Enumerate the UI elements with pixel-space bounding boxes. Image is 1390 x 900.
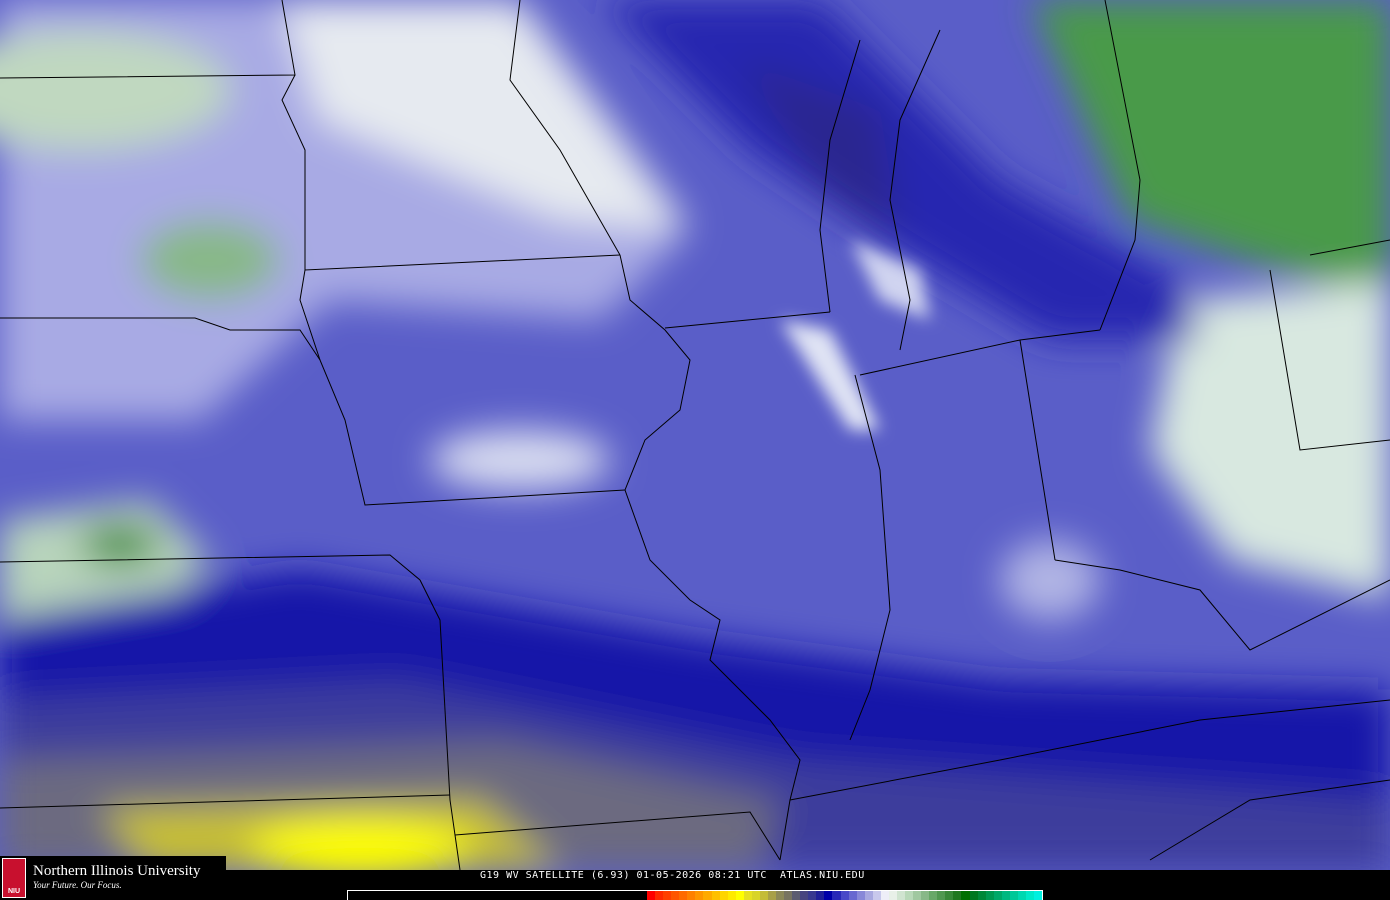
colorbar-swatch — [1001, 891, 1010, 900]
colorbar-swatch — [1009, 891, 1018, 900]
colorbar-swatch — [655, 891, 664, 900]
niu-logo: NIU Northern Illinois University Your Fu… — [0, 856, 226, 900]
colorbar-swatch — [913, 891, 922, 900]
colorbar-swatch — [751, 891, 760, 900]
colorbar-swatch — [735, 891, 744, 900]
colorbar-swatch — [848, 891, 857, 900]
colorbar-swatch — [856, 891, 865, 900]
colorbar-swatch — [969, 891, 978, 900]
colorbar-swatch — [816, 891, 825, 900]
colorbar-swatch — [1034, 891, 1043, 900]
colorbar-swatch — [727, 891, 736, 900]
niu-seal-icon: NIU — [2, 858, 26, 898]
colorbar-swatch — [905, 891, 914, 900]
colorbar-swatch — [945, 891, 954, 900]
state-borders — [0, 0, 1390, 870]
colorbar-swatch — [687, 891, 696, 900]
colorbar-swatch — [703, 891, 712, 900]
colorbar-swatch — [1017, 891, 1026, 900]
logo-name: Northern Illinois University — [33, 863, 201, 879]
colorbar-swatch — [937, 891, 946, 900]
colorbar-swatch — [671, 891, 680, 900]
colorbar-swatch — [929, 891, 938, 900]
colorbar-swatch — [888, 891, 897, 900]
colorbar-swatch — [1025, 891, 1034, 900]
colorbar-swatch — [985, 891, 994, 900]
colorbar-swatch — [993, 891, 1002, 900]
colorbar-swatch — [880, 891, 889, 900]
colorbar-swatch — [743, 891, 752, 900]
colorbar-swatch — [776, 891, 785, 900]
colorbar-swatch — [961, 891, 970, 900]
colorbar-swatch — [824, 891, 833, 900]
colorbar-swatch — [864, 891, 873, 900]
colorbar-swatch — [792, 891, 801, 900]
colorbar-swatch — [679, 891, 688, 900]
water-vapor-satellite-map — [0, 0, 1390, 870]
product-caption: G19 WV SATELLITE (6.93) 01-05-2026 08:21… — [480, 870, 865, 881]
colorbar-swatch — [800, 891, 809, 900]
color-scale-bar — [347, 890, 1043, 900]
colorbar-swatch — [872, 891, 881, 900]
logo-tagline: Your Future. Our Focus. — [33, 880, 122, 890]
colorbar-swatch — [663, 891, 672, 900]
colorbar-swatch — [953, 891, 962, 900]
colorbar-swatch — [832, 891, 841, 900]
colorbar-swatch — [767, 891, 776, 900]
colorbar-swatch — [840, 891, 849, 900]
colorbar-swatch — [711, 891, 720, 900]
colorbar-swatch — [647, 891, 656, 900]
moisture-field — [0, 0, 1390, 870]
colorbar-swatch — [896, 891, 905, 900]
colorbar-swatch — [784, 891, 793, 900]
colorbar-swatch — [977, 891, 986, 900]
colorbar-swatch — [695, 891, 704, 900]
colorbar-swatch — [808, 891, 817, 900]
colorbar-swatch — [719, 891, 728, 900]
colorbar-swatch — [921, 891, 930, 900]
colorbar-empty-segment — [348, 891, 647, 900]
colorbar-swatch — [759, 891, 768, 900]
